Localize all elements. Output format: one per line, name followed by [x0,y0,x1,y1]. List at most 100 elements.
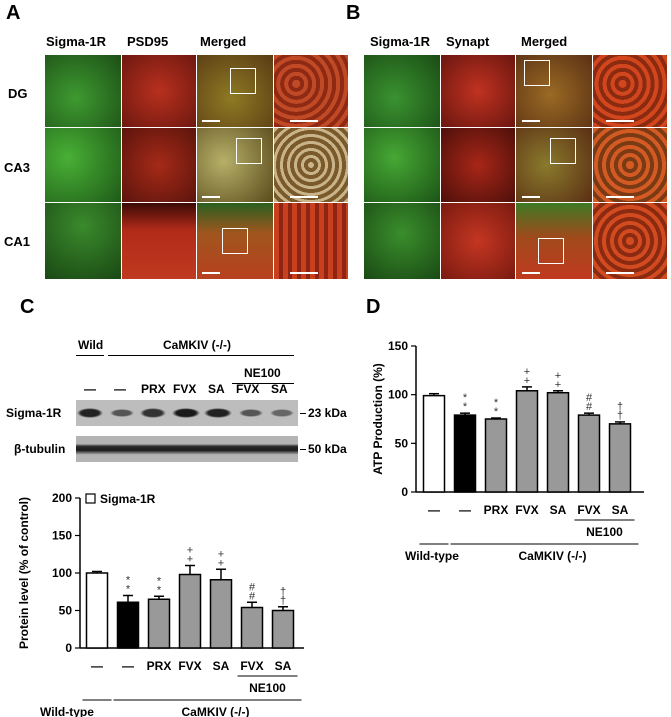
y-tick-label: 0 [65,641,72,655]
chart-c: 0 50 100 150 200 Protein level (% of control)… [17,491,304,717]
scale-bar [606,120,634,122]
blot-row-sigma: Sigma-1R [6,406,62,420]
row-label-dg: DG [8,86,28,101]
image-b-dg-zoom [593,55,667,127]
x-tick-label: PRX [147,659,172,673]
blot-lane-4: FVX [173,382,197,396]
blot-group-wild-line [76,355,104,356]
x-tick-label: SA [275,659,292,673]
x-tick-label: — [122,659,134,673]
y-tick-label: 50 [395,436,409,450]
zoom-box [222,228,248,254]
significance-mark: # [586,401,593,413]
y-tick-label: 100 [52,566,72,580]
y-axis-label: Protein level (% of control) [17,497,31,649]
y-tick-label: 100 [388,388,408,402]
panel-b-letter: B [346,2,361,24]
zoom-box [236,138,262,164]
group-label-camkiv: CaMKIV (-/-) [519,549,587,563]
significance-mark: + [524,366,530,378]
x-tick-label: SA [213,659,230,673]
blot-marker-50: 50 kDa [308,442,347,456]
y-tick-label: 150 [52,529,72,543]
zoom-box [538,238,564,264]
image-a-dg-merged [197,55,273,127]
scale-bar [202,196,220,198]
blot-group-ne-line [232,383,294,384]
panel-b-col-merged: Merged [521,34,568,49]
bar [422,394,446,493]
blot-lane-5: SA [208,382,225,396]
x-tick-label: SA [612,503,629,517]
significance-mark: # [586,392,593,404]
image-b-ca3-merged [516,128,592,202]
panel-a-col-psd95: PSD95 [127,34,169,49]
image-b-ca1-merged [516,203,592,279]
significance-mark: * [463,392,468,404]
image-a-ca1-merged [197,203,273,279]
blot-band-sigma [76,400,298,426]
panel-a-col-merged: Merged [200,34,247,49]
significance-mark: + [524,375,530,387]
scale-bar [290,272,318,274]
image-a-dg-sigma [45,55,121,127]
panel-b-col-sigma: Sigma-1R [370,34,430,49]
zoom-box [230,68,256,94]
x-tick-label: PRX [484,503,509,517]
blot-lane-7: SA [271,382,288,396]
image-a-ca1-zoom [274,203,348,279]
blot-band-tubulin [76,436,298,462]
image-b-ca1-zoom [593,203,667,279]
blot-lane-6: FVX [236,382,260,396]
bar [178,573,202,649]
bar [546,391,570,493]
significance-mark: * [157,575,162,587]
panel-c-letter: C [20,296,35,318]
image-b-dg-synapt [441,55,515,127]
x-tick-label: — [459,503,471,517]
image-a-dg-psd95 [122,55,196,127]
group-label-wild-type: Wild-type [40,705,94,717]
significance-mark: † [280,586,286,598]
blot-marker-23-dash [300,413,306,414]
scale-bar [522,196,540,198]
image-b-dg-sigma [364,55,440,127]
significance-mark: + [187,545,193,557]
significance-mark: + [555,370,561,382]
significance-mark: # [249,590,256,602]
image-a-ca1-psd95 [122,203,196,279]
significance-mark: * [157,584,162,596]
significance-mark: * [463,401,468,413]
y-axis-label: ATP Production (%) [371,363,385,475]
significance-mark: # [249,581,256,593]
blot-lane-1: — [84,382,96,396]
bar [85,572,109,649]
panel-d-letter: D [366,296,381,318]
bar [577,414,601,493]
bar [608,423,632,493]
scale-bar [290,196,318,198]
blot-lane-3: PRX [141,382,166,396]
legend-swatch [85,493,96,504]
scale-bar [522,272,540,274]
panel-a-col-sigma: Sigma-1R [46,34,106,49]
image-a-ca3-psd95 [122,128,196,202]
significance-mark: † [617,401,623,413]
y-tick-label: 150 [388,339,408,353]
panel-a-letter: A [6,2,21,24]
scale-bar [606,196,634,198]
blot-marker-50-dash [300,449,306,450]
x-tick-label: SA [550,503,567,517]
image-b-ca3-sigma [364,128,440,202]
bar [147,598,171,649]
significance-mark: * [126,575,131,587]
image-b-ca1-sigma [364,203,440,279]
significance-mark: * [494,397,499,409]
bar [209,579,233,649]
image-b-ca3-synapt [441,128,515,202]
image-a-ca1-sigma [45,203,121,279]
blot-marker-23: 23 kDa [308,406,347,420]
bar [240,606,264,649]
y-tick-label: 50 [59,604,73,618]
significance-mark: + [218,557,224,569]
